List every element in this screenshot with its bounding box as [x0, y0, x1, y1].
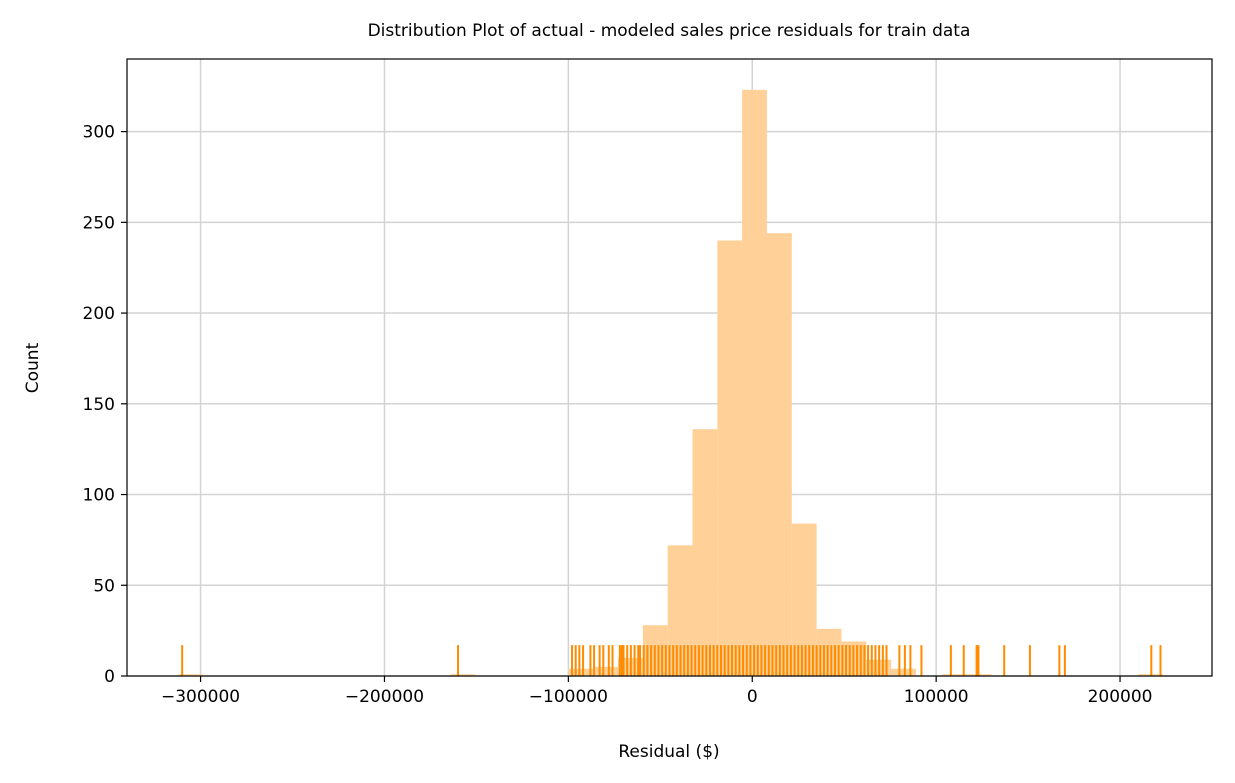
y-tick-label: 200 [83, 304, 115, 324]
x-tick-label: −300000 [161, 687, 240, 707]
grid-lines [127, 59, 1212, 677]
x-tick-label: 200000 [1088, 687, 1153, 707]
histogram-bar [941, 674, 967, 676]
y-tick-label: 100 [83, 486, 115, 506]
plot-frame [126, 58, 1213, 677]
y-tick-label: 50 [93, 576, 115, 596]
histogram-bar [593, 666, 619, 676]
histogram-bar [178, 674, 204, 676]
y-axis-label: Count [23, 342, 43, 393]
y-tick-label: 250 [83, 213, 115, 233]
y-tick-label: 150 [83, 395, 115, 415]
x-axis-ticks: −300000 −200000 −100000 0 100000 200000 [161, 676, 1153, 707]
x-axis-label: Residual ($) [618, 742, 719, 762]
x-tick-label: 0 [747, 687, 758, 707]
x-tick-label: 100000 [904, 687, 969, 707]
histogram-bar [891, 668, 916, 676]
y-tick-label: 300 [83, 123, 115, 143]
histogram-bar [692, 429, 718, 676]
histogram-bar [568, 668, 594, 676]
x-tick-label: −100000 [529, 687, 608, 707]
histogram-bar [450, 674, 476, 676]
histogram-bar [766, 233, 792, 676]
histogram-bar [717, 240, 743, 676]
histogram-bar [742, 89, 767, 677]
x-tick-label: −200000 [345, 687, 424, 707]
rug-ticks [181, 645, 1162, 676]
chart-title: Distribution Plot of actual - modeled sa… [368, 21, 971, 41]
y-tick-label: 0 [104, 667, 115, 687]
y-axis-ticks: 0 50 100 150 200 250 300 [83, 123, 127, 687]
